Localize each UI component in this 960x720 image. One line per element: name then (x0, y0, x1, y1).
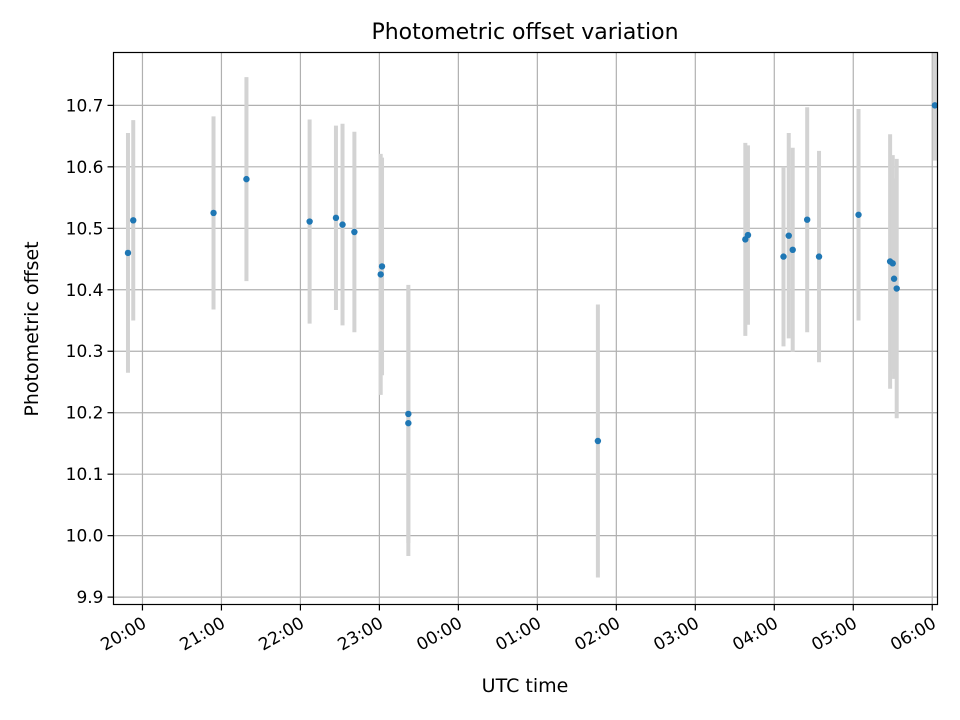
data-point (306, 218, 313, 225)
y-tick-label: 10.4 (66, 281, 104, 301)
data-point (130, 217, 137, 224)
y-tick-label: 10.0 (66, 527, 104, 547)
data-point (210, 209, 217, 217)
data-point (785, 232, 792, 239)
data-points (124, 102, 939, 445)
data-point (332, 214, 340, 222)
data-point (889, 260, 896, 267)
y-tick-label: 10.6 (66, 158, 104, 178)
data-point (893, 285, 900, 292)
y-axis: 9.9 10.0 10.1 10.2 10.3 10.4 10.5 10.6 10.7 (66, 96, 114, 608)
y-tick-label: 9.9 (76, 588, 103, 608)
data-point (890, 275, 898, 282)
data-point (744, 231, 752, 239)
data-point (405, 419, 412, 427)
data-point (405, 410, 412, 418)
x-axis-label: UTC time (482, 675, 569, 697)
y-tick-label: 10.3 (66, 342, 104, 362)
y-axis-label: Photometric offset (21, 241, 43, 416)
y-tick-label: 10.7 (66, 96, 104, 116)
y-tick-label: 10.2 (66, 404, 104, 424)
data-point (594, 437, 602, 445)
data-point (931, 102, 939, 109)
data-point (803, 216, 811, 223)
chart-title: Photometric offset variation (371, 20, 678, 45)
data-point (124, 249, 132, 257)
data-point (789, 246, 796, 254)
data-point (351, 228, 358, 236)
y-tick-label: 10.1 (66, 465, 104, 485)
data-point (243, 175, 250, 183)
data-point (815, 253, 823, 260)
data-point (855, 211, 862, 218)
plot-frame (112, 51, 939, 606)
data-point (378, 263, 386, 270)
data-point (339, 221, 346, 228)
data-point (780, 253, 787, 260)
grid (113, 52, 938, 605)
data-point (377, 271, 384, 278)
y-tick-label: 10.5 (66, 219, 104, 239)
